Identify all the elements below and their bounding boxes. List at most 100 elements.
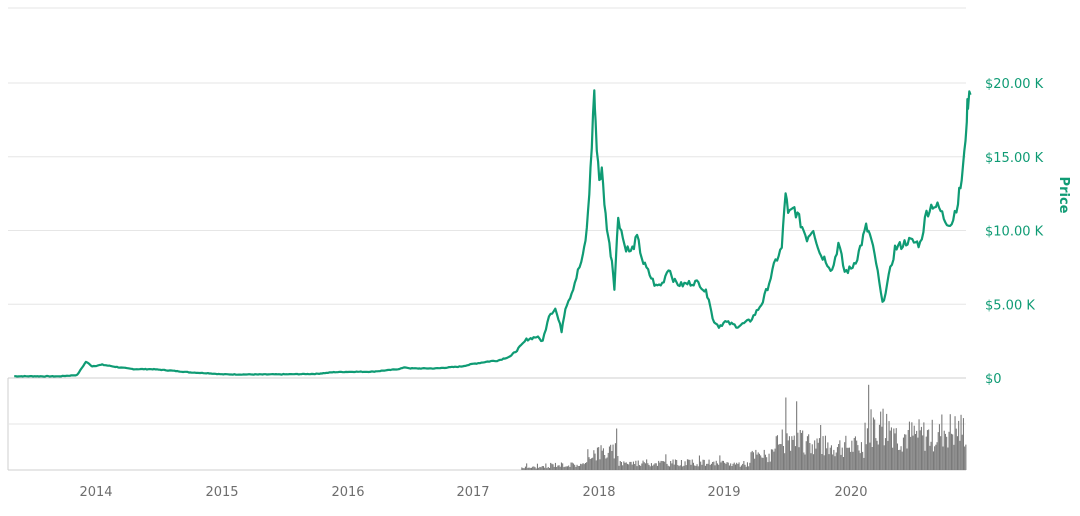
volume-bar [601, 450, 603, 470]
volume-bar [943, 430, 945, 470]
volume-bar [762, 457, 764, 470]
volume-bar [544, 467, 546, 470]
volume-bar [700, 461, 702, 470]
volume-bar [869, 442, 871, 470]
volume-bar [898, 450, 900, 470]
volume-bar [612, 444, 614, 470]
volume-bar [752, 452, 754, 470]
volume-bar [521, 467, 523, 470]
volume-bar [714, 465, 716, 470]
volume-bar [661, 461, 663, 470]
volume-bar [880, 411, 882, 470]
x-tick-label: 2020 [834, 485, 867, 500]
volume-bar [950, 433, 952, 470]
volume-bar [929, 445, 931, 470]
volume-bar [826, 448, 828, 470]
volume-bar [881, 426, 883, 470]
volume-bar [732, 463, 734, 470]
volume-bar [572, 463, 574, 470]
volume-bar [617, 456, 619, 470]
volume-bar [713, 461, 715, 470]
volume-bar [960, 414, 962, 470]
volume-bar [712, 462, 714, 470]
volume-bar [858, 450, 860, 470]
volume-bar [629, 461, 631, 470]
volume-bar [906, 448, 908, 470]
volume-bar [756, 454, 758, 470]
volume-bar [848, 447, 850, 470]
volume-bar [958, 420, 960, 470]
volume-bar [942, 446, 944, 470]
volume-bar [800, 432, 802, 470]
volume-bar [571, 462, 573, 470]
volume-bars [521, 384, 967, 470]
volume-bar [883, 445, 885, 470]
volume-bar [724, 462, 726, 470]
volume-bar [588, 457, 590, 470]
y-axis-ticks: $0 $5.00 K $10.00 K $15.00 K $20.00 K [985, 77, 1044, 387]
volume-bar [864, 422, 866, 470]
volume-bar [944, 433, 946, 470]
volume-bar [599, 459, 601, 470]
volume-bar [806, 436, 808, 470]
volume-bar [740, 465, 742, 470]
volume-bar [781, 429, 783, 470]
volume-bar [931, 419, 933, 470]
volume-bar [689, 459, 691, 470]
x-tick-label: 2018 [582, 485, 615, 500]
volume-bar [641, 463, 643, 470]
volume-bar [541, 466, 543, 470]
volume-bar [794, 446, 796, 470]
volume-bar [646, 459, 648, 470]
volume-bar [582, 463, 584, 470]
volume-bar [644, 463, 646, 470]
volume-bar [727, 462, 729, 470]
volume-bar [701, 464, 703, 470]
volume-bar [782, 446, 784, 470]
volume-bar [851, 440, 853, 470]
volume-bar [716, 463, 718, 470]
volume-bar [786, 433, 788, 470]
volume-bar [932, 451, 934, 470]
volume-bar [934, 446, 936, 470]
volume-bar [725, 463, 727, 470]
volume-bar [534, 467, 536, 470]
volume-bar [870, 409, 872, 470]
volume-bar [676, 460, 678, 470]
volume-bar [586, 462, 588, 470]
volume-bar [670, 461, 672, 470]
volume-bar [758, 453, 760, 470]
volume-bar [874, 419, 876, 470]
volume-bar [703, 459, 705, 470]
volume-bar [553, 466, 555, 470]
volume-bar [868, 384, 870, 470]
volume-bar [886, 413, 888, 470]
volume-bar [784, 453, 786, 470]
volume-bar [562, 463, 564, 470]
volume-bar [602, 448, 604, 470]
x-tick-label: 2014 [79, 485, 112, 500]
volume-bar [871, 447, 873, 470]
volume-bar [937, 432, 939, 470]
volume-bar [731, 466, 733, 470]
volume-bar [535, 468, 537, 470]
volume-bar [856, 440, 858, 470]
volume-bar [844, 442, 846, 470]
volume-bar [787, 440, 789, 470]
volume-bar [772, 449, 774, 470]
volume-bar [779, 444, 781, 470]
volume-bar [904, 434, 906, 470]
volume-bar [791, 436, 793, 470]
volume-bar [920, 426, 922, 470]
volume-bar [773, 451, 775, 470]
volume-bar [926, 430, 928, 470]
volume-bar [737, 464, 739, 470]
volume-bar [539, 466, 541, 470]
volume-bar [643, 462, 645, 470]
volume-bar [584, 463, 586, 470]
volume-bar [832, 454, 834, 470]
volume-bar [686, 459, 688, 470]
volume-bar [823, 455, 825, 470]
volume-bar [704, 465, 706, 470]
